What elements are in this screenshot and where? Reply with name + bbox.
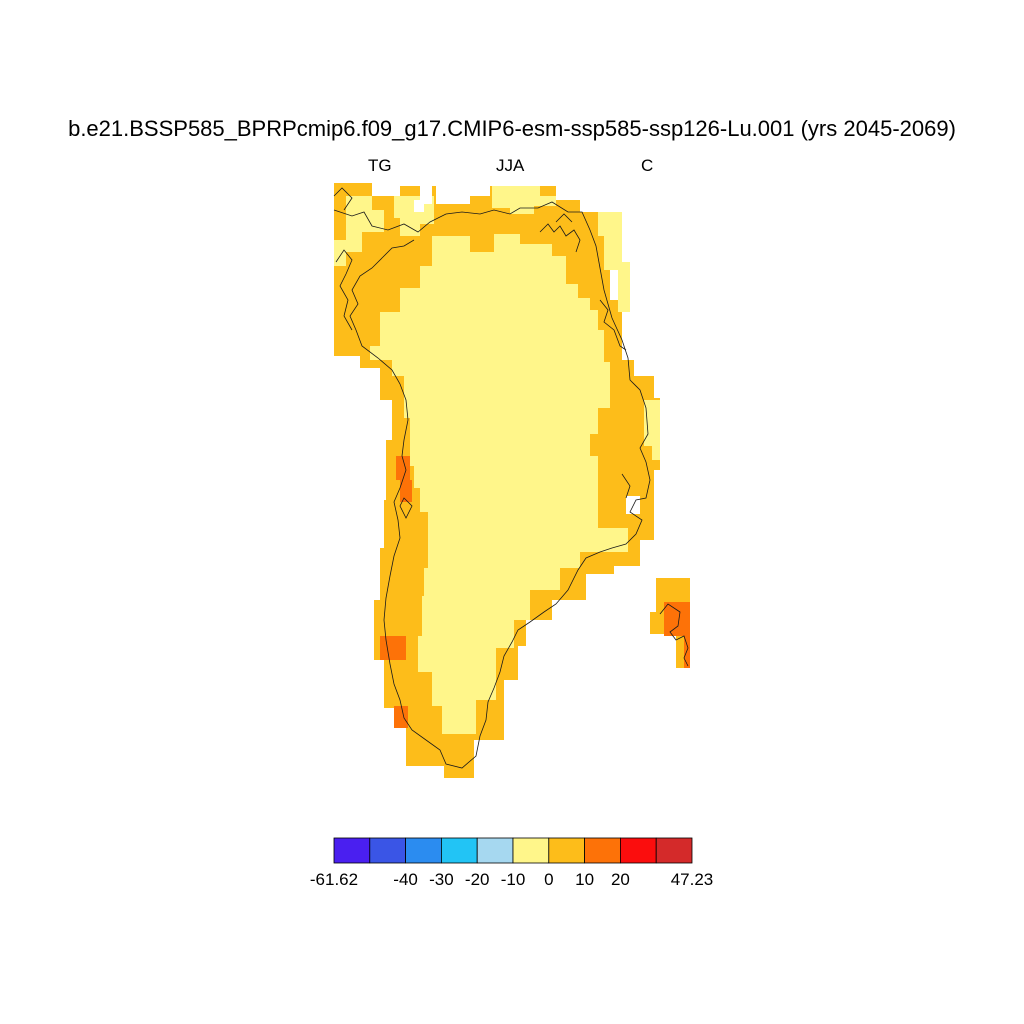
colorbar-box <box>584 837 621 864</box>
coastline-island <box>659 603 689 667</box>
fringe-e <box>644 400 660 460</box>
coastline-east-fjords <box>399 213 631 519</box>
colorbar-labels: -61.62 -40 -30 -20 -10 0 10 20 47.23 <box>310 870 713 889</box>
interior-ice-sheet <box>370 234 628 734</box>
colorbar-box <box>405 837 442 864</box>
hotspot-south <box>394 706 408 728</box>
fringe-nw <box>334 196 384 266</box>
colorbar-box <box>369 837 406 864</box>
sea-gap-e <box>626 496 640 514</box>
coastline-main <box>333 201 651 769</box>
colorbar-tick-label: -40 <box>393 870 418 889</box>
colorbar-tick-label: -20 <box>465 870 490 889</box>
subtitle-season: JJA <box>496 156 525 175</box>
coastline-nw-inlet <box>333 187 353 331</box>
colorbar-tick-label: 20 <box>611 870 630 889</box>
colorbar-box <box>548 837 585 864</box>
sea-gap-nw <box>414 186 432 212</box>
colorbar-boxes <box>333 837 693 864</box>
hotspot-west-2 <box>400 480 412 502</box>
colorbar-box <box>333 837 371 864</box>
colorbar-box <box>655 837 693 864</box>
colorbar-box <box>620 837 657 864</box>
colorbar-tick-label: 10 <box>575 870 594 889</box>
subtitle-units: C <box>641 156 654 175</box>
colorbar-box <box>476 837 514 864</box>
fringe-n <box>492 186 556 214</box>
colorbar-tick-label: -30 <box>429 870 454 889</box>
plot-title: b.e21.BSSP585_BPRPcmip6.f09_g17.CMIP6-es… <box>68 116 956 141</box>
colorbar-tick-label: -10 <box>501 870 526 889</box>
hotspot-island <box>664 602 690 668</box>
subtitle-variable: TG <box>368 156 392 175</box>
colorbar-tick-label: -61.62 <box>310 870 358 889</box>
hotspot-west-1 <box>396 456 410 480</box>
colorbar-tick-label: 47.23 <box>671 870 714 889</box>
hotspot-southwest <box>380 636 406 660</box>
colorbar-box <box>440 837 478 864</box>
colorbar-tick-label: 0 <box>544 870 553 889</box>
fringe-ne <box>598 212 630 312</box>
colorbar-box <box>512 837 550 864</box>
